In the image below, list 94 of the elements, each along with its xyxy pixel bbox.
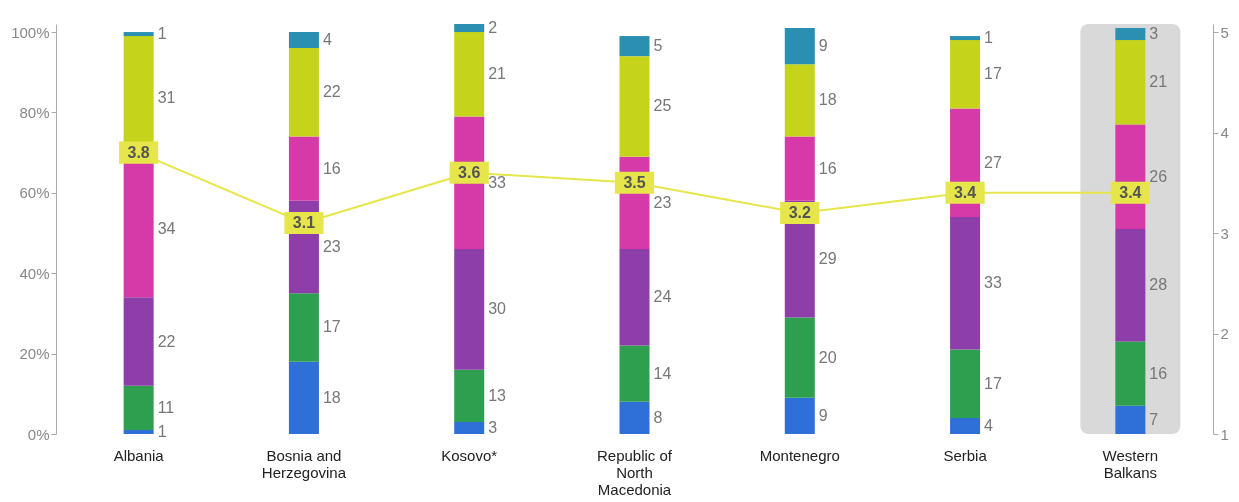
data-label: 16 [322, 159, 341, 177]
bar [288, 361, 319, 434]
bar [950, 417, 981, 434]
data-label: 2 [488, 19, 498, 37]
data-label: 27 [984, 153, 1002, 171]
data-label: 21 [1149, 73, 1168, 91]
data-label: 28 [1149, 276, 1168, 294]
x-tick-label: Montenegro [759, 446, 840, 464]
bar [950, 40, 981, 109]
data-label: 4 [322, 31, 332, 49]
y2-tick-label: 3 [1220, 224, 1229, 242]
bar [454, 24, 485, 33]
bar [454, 369, 485, 422]
bar [1115, 405, 1146, 434]
data-label: 22 [322, 83, 341, 101]
bar [454, 32, 485, 117]
bar [619, 36, 650, 57]
y-tick-label: 100% [11, 23, 50, 41]
bar [784, 317, 815, 398]
x-tick-label: Republic of North Macedonia [596, 446, 673, 498]
data-label: 17 [322, 318, 341, 336]
data-label: 29 [818, 250, 837, 268]
data-label: 34 [157, 220, 176, 237]
data-label: 23 [653, 193, 672, 211]
data-label: 16 [1149, 364, 1168, 382]
data-label: 31 [157, 89, 176, 107]
bar [1115, 40, 1146, 125]
x-tick-label: Bosnia and Herzegovina [261, 446, 347, 481]
data-label: 22 [157, 332, 176, 350]
data-label: 9 [818, 406, 828, 424]
data-label: 17 [984, 65, 1002, 83]
data-label: 26 [1149, 167, 1168, 185]
bar [784, 28, 815, 65]
bar [619, 249, 650, 346]
data-label: 33 [984, 274, 1002, 292]
bar [1115, 229, 1146, 342]
y2-tick-label: 4 [1220, 124, 1229, 142]
data-label: 1 [157, 25, 167, 43]
bar [454, 249, 485, 370]
x-tick-label: Serbia [943, 446, 988, 464]
bar [123, 429, 154, 434]
data-label: 23 [322, 238, 341, 256]
data-label: 21 [488, 65, 507, 83]
data-label: 20 [818, 348, 837, 366]
bar [454, 421, 485, 434]
bar [784, 397, 815, 434]
y-tick-label: 60% [19, 184, 50, 202]
bar [288, 48, 319, 137]
data-label: 1 [157, 422, 167, 440]
data-label: 25 [653, 97, 672, 115]
bar [1115, 28, 1146, 41]
data-label: 8 [653, 408, 663, 426]
bar [123, 385, 154, 430]
y2-tick-label: 2 [1220, 325, 1229, 343]
x-tick-label: Western Balkans [1102, 446, 1159, 481]
data-label: 13 [488, 386, 507, 404]
y-tick-label: 40% [19, 264, 50, 282]
bar [1115, 341, 1146, 406]
y-tick-label: 80% [19, 103, 50, 121]
data-label: 18 [818, 91, 837, 109]
bar [950, 349, 981, 418]
data-label: 24 [653, 288, 672, 306]
bar [619, 56, 650, 157]
data-label: 5 [653, 37, 663, 55]
y-tick-label: 20% [19, 345, 50, 363]
data-label: 18 [322, 388, 341, 406]
y2-tick-label: 5 [1220, 23, 1229, 41]
bar [123, 32, 154, 37]
bar [288, 32, 319, 49]
data-label: 17 [984, 374, 1002, 392]
bar [950, 216, 981, 350]
bar [619, 345, 650, 402]
data-label: 30 [488, 300, 507, 318]
x-tick-label: Kosovo* [441, 446, 498, 464]
data-label: 14 [653, 364, 672, 382]
data-label: 9 [818, 37, 828, 55]
bar [288, 293, 319, 362]
x-tick-label: Albania [113, 446, 165, 464]
bar [784, 136, 815, 201]
data-label: 3 [1149, 25, 1159, 43]
data-label: 16 [818, 159, 837, 177]
data-label: 11 [157, 398, 175, 416]
data-label: 1 [984, 29, 994, 47]
bar [123, 297, 154, 386]
bar [950, 36, 981, 41]
bar [288, 136, 319, 201]
data-label: 3 [488, 418, 498, 436]
y-tick-label: 0% [27, 425, 50, 443]
bar [619, 401, 650, 434]
y2-tick-label: 1 [1220, 425, 1229, 443]
data-label: 4 [984, 416, 994, 434]
data-label: 33 [488, 173, 507, 191]
data-label: 7 [1149, 410, 1159, 428]
bar [784, 64, 815, 137]
